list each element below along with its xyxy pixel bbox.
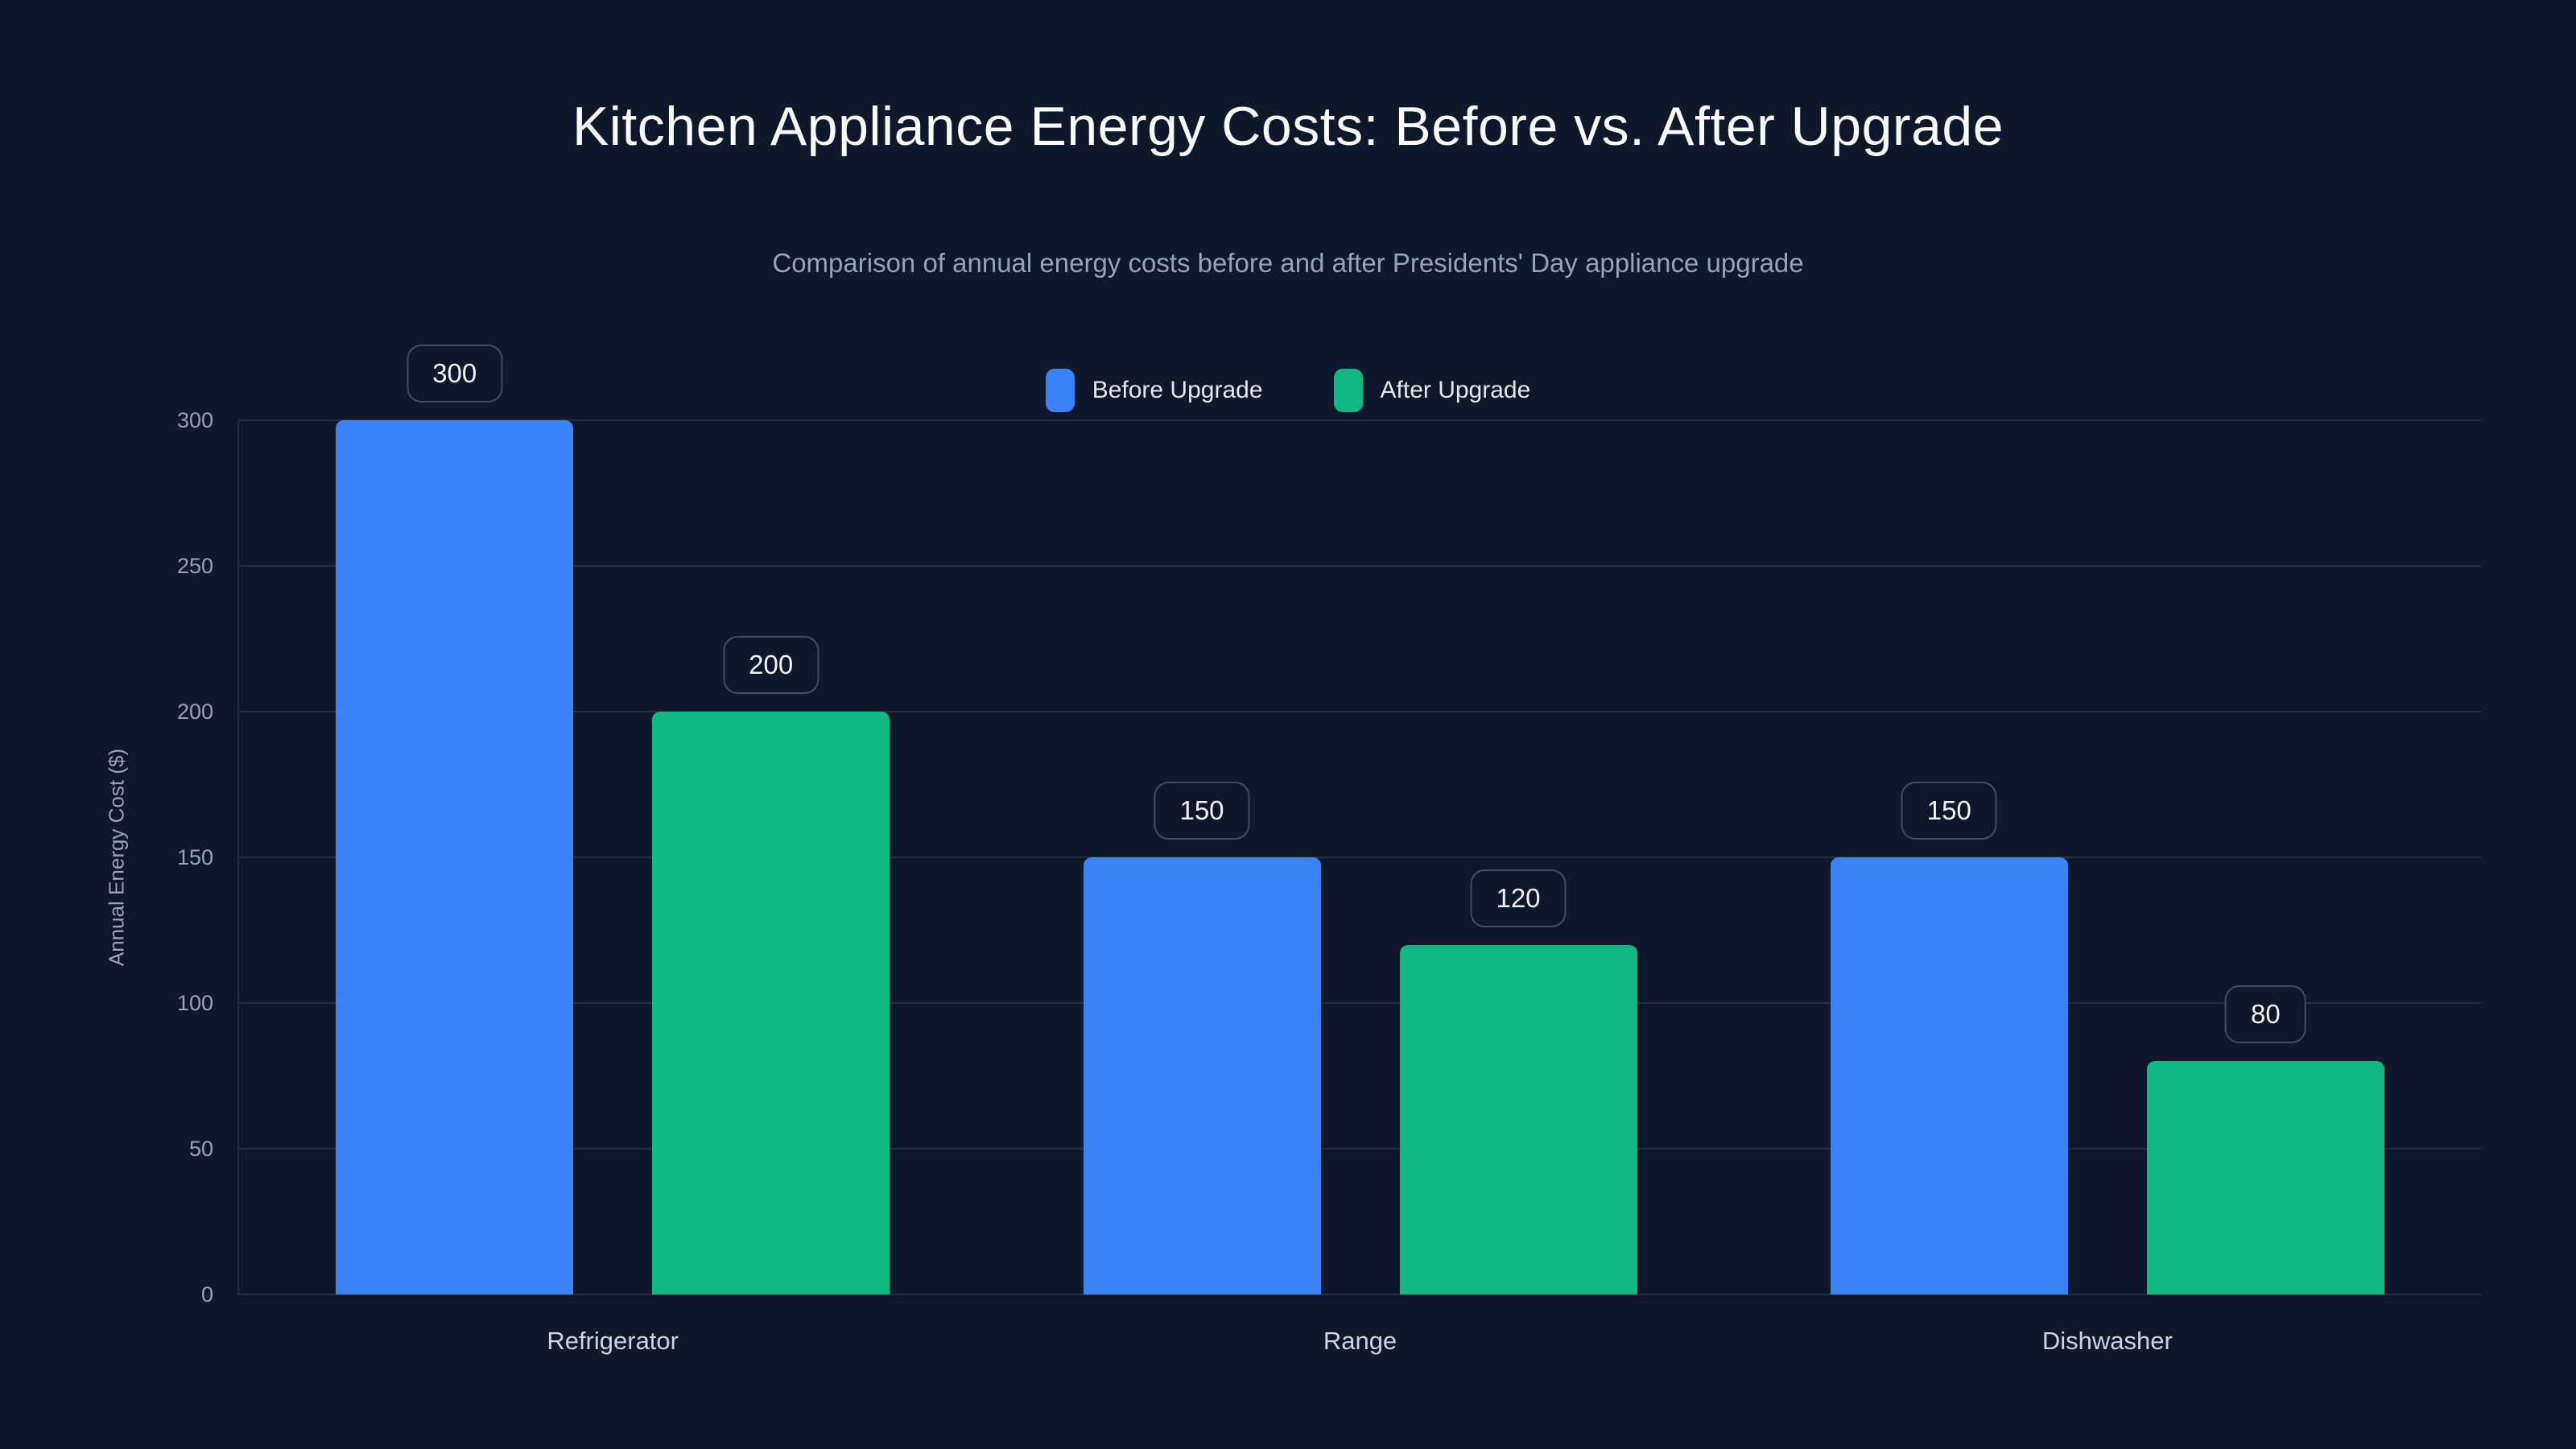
y-axis-tick-label: 300 (176, 408, 213, 432)
legend-item-before-upgrade[interactable]: Before Upgrade (1045, 369, 1263, 412)
y-axis-line (237, 420, 239, 1294)
gridline-100 (239, 1002, 2481, 1004)
gridline-150 (239, 857, 2481, 858)
chart-legend: Before Upgrade After Upgrade (0, 369, 2576, 412)
legend-item-after-upgrade[interactable]: After Upgrade (1333, 369, 1531, 412)
value-label-refrigerator-after: 200 (723, 636, 819, 694)
value-label-refrigerator-before: 300 (407, 345, 503, 402)
gridline-300 (239, 419, 2481, 421)
y-axis-tick-label: 50 (188, 1137, 213, 1161)
gridline-50 (239, 1148, 2481, 1150)
bar-range-after[interactable] (1399, 944, 1637, 1294)
bar-dishwasher-before[interactable] (1830, 857, 2068, 1294)
x-axis-label-range: Range (1323, 1327, 1397, 1355)
gridline-250 (239, 565, 2481, 567)
y-axis-tick-label: 0 (200, 1282, 213, 1307)
gridline-200 (239, 711, 2481, 712)
bar-range-before[interactable] (1083, 857, 1321, 1294)
legend-swatch-before-icon (1045, 369, 1075, 412)
chart-title: Kitchen Appliance Energy Costs: Before v… (572, 96, 2004, 157)
legend-label-before: Before Upgrade (1092, 377, 1263, 403)
chart-subtitle: Comparison of annual energy costs before… (772, 248, 1804, 278)
y-axis-tick-label: 200 (176, 700, 213, 724)
y-axis-tick-label: 100 (176, 991, 213, 1015)
value-label-range-before: 150 (1154, 782, 1250, 840)
bar-dishwasher-after[interactable] (2146, 1061, 2384, 1294)
value-label-dishwasher-after: 80 (2224, 985, 2306, 1044)
legend-swatch-after-icon (1333, 369, 1363, 412)
x-axis-label-dishwasher: Dishwasher (2041, 1327, 2173, 1355)
legend-label-after: After Upgrade (1380, 377, 1531, 403)
bar-refrigerator-after[interactable] (652, 712, 890, 1294)
x-axis-label-refrigerator: Refrigerator (547, 1327, 679, 1355)
gridline-0 (239, 1294, 2481, 1295)
y-axis-tick-label: 250 (176, 554, 213, 578)
value-label-range-after: 120 (1470, 869, 1567, 927)
value-label-dishwasher-before: 150 (1901, 782, 1997, 840)
y-axis-tick-label: 150 (176, 845, 213, 869)
bar-refrigerator-before[interactable] (336, 420, 574, 1294)
